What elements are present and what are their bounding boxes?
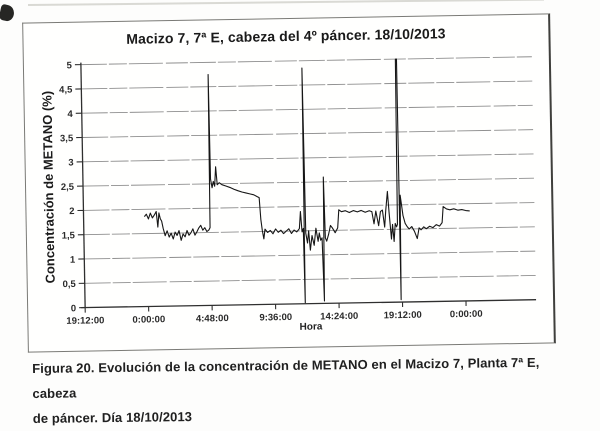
y-tick-label: 1 — [70, 255, 76, 266]
gridline — [83, 154, 534, 162]
x-axis-line — [81, 300, 536, 308]
scan-artifact — [0, 4, 16, 23]
gridline — [82, 130, 533, 138]
figure-caption-line1: Figura 20. Evolución de la concentración… — [32, 349, 581, 406]
figure-caption-line2: de páncer. Día 18/10/2013 — [33, 399, 581, 431]
gridline — [85, 275, 536, 283]
scan-edge-line — [28, 0, 544, 6]
figure-caption: Figura 20. Evolución de la concentración… — [32, 349, 581, 431]
gridline — [83, 178, 534, 186]
methane-series-line — [142, 58, 472, 306]
y-tick-label: 2,5 — [61, 182, 75, 193]
y-tick-label: 4,5 — [59, 85, 73, 96]
y-tick-label: 4 — [67, 109, 73, 120]
gridline — [81, 57, 532, 65]
gridline — [83, 203, 534, 211]
figure-box: Macizo 7, 7ª E, cabeza del 4º páncer. 18… — [22, 13, 556, 352]
y-tick-label: 1,5 — [62, 230, 76, 241]
y-tick-label: 0 — [71, 303, 76, 314]
y-tick-label: 3,5 — [60, 133, 74, 144]
gridline — [84, 251, 535, 259]
y-axis-line — [81, 63, 85, 308]
gridline — [82, 105, 533, 113]
y-tick-label: 2 — [69, 206, 74, 217]
y-tick-label: 0,5 — [62, 279, 76, 290]
y-tick-label: 5 — [67, 60, 73, 71]
y-tick-label: 3 — [68, 157, 73, 168]
gridline — [81, 81, 532, 89]
